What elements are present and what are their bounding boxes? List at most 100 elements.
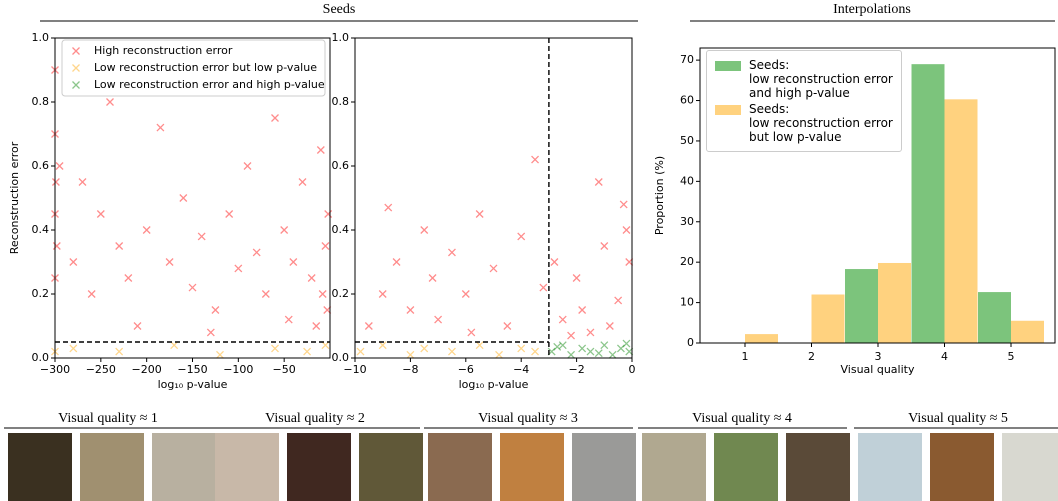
- x-tick-label: −150: [177, 363, 207, 376]
- x-axis-label: log₁₀ p-value: [459, 378, 529, 391]
- thumbnail: [8, 433, 72, 501]
- thumbnail: [786, 433, 850, 501]
- gallery-label: Visual quality ≈ 1: [58, 411, 158, 426]
- point: [475, 341, 484, 350]
- point: [467, 328, 476, 337]
- point: [578, 306, 587, 314]
- point: [284, 315, 293, 324]
- y-axis-label: Reconstruction error: [8, 141, 21, 254]
- point: [531, 155, 540, 164]
- point: [600, 341, 609, 350]
- point: [303, 347, 312, 356]
- y-tick-label: 0.2: [332, 287, 350, 300]
- gallery-label: Visual quality ≈ 3: [478, 411, 578, 426]
- point: [489, 264, 498, 273]
- y-tick-label: 0.8: [332, 95, 350, 108]
- point: [280, 226, 289, 234]
- thumbnail: [1002, 433, 1058, 501]
- legend-marker: [72, 47, 80, 55]
- x-tick-label: −8: [402, 363, 418, 376]
- thumbnail: [930, 433, 994, 501]
- point: [115, 242, 124, 250]
- legend-swatch: [715, 61, 741, 71]
- point: [558, 341, 567, 350]
- point: [170, 341, 179, 350]
- point: [106, 98, 114, 106]
- point: [234, 264, 243, 273]
- point: [78, 178, 87, 186]
- legend-label: Seeds: low reconstruction error and high…: [749, 58, 893, 100]
- point: [252, 248, 261, 257]
- thumbnail: [500, 433, 564, 501]
- legend-entry: Seeds: low reconstruction error and high…: [715, 58, 893, 100]
- point: [558, 315, 567, 324]
- point: [243, 162, 252, 170]
- point: [622, 226, 631, 234]
- point: [384, 203, 393, 212]
- legend-box: [61, 39, 326, 97]
- section-title: Interpolations: [833, 2, 911, 17]
- y-axis-label: Proportion (%): [653, 156, 666, 235]
- thumbnail: [152, 433, 216, 501]
- point: [594, 178, 603, 186]
- point: [392, 258, 401, 266]
- point: [420, 226, 429, 234]
- thumbnail: [858, 433, 922, 501]
- point: [420, 344, 429, 353]
- y-tick-label: 0: [687, 336, 694, 349]
- point: [321, 341, 330, 350]
- point: [517, 344, 526, 353]
- x-tick-label: −250: [86, 363, 116, 376]
- x-tick-label: 3: [875, 350, 882, 363]
- legend-swatch: [715, 105, 741, 115]
- point: [316, 146, 325, 154]
- legend-label: Low reconstruction error but low p-value: [94, 61, 317, 74]
- point: [312, 322, 321, 330]
- thumbnail: [572, 433, 636, 501]
- point: [133, 322, 142, 330]
- point: [614, 296, 623, 305]
- x-tick-label: 0: [629, 363, 636, 376]
- point: [197, 232, 206, 241]
- point: [447, 347, 456, 356]
- point: [261, 290, 270, 298]
- plot-frame: [354, 37, 633, 359]
- point: [616, 344, 625, 353]
- bar: [845, 269, 878, 343]
- y-tick-label: 1.0: [332, 31, 350, 44]
- point: [567, 350, 576, 359]
- bar: [745, 334, 778, 343]
- x-tick-label: −6: [458, 363, 474, 376]
- point: [51, 178, 60, 186]
- bar: [878, 262, 911, 343]
- point: [124, 274, 133, 282]
- point: [211, 306, 220, 314]
- point: [318, 290, 327, 298]
- point: [142, 226, 151, 234]
- point: [539, 283, 548, 292]
- y-tick-label: 30: [680, 215, 694, 228]
- thumbnail: [80, 433, 144, 501]
- point: [298, 178, 307, 186]
- x-axis-label: log₁₀ p-value: [158, 378, 228, 391]
- point: [622, 339, 631, 348]
- point: [503, 322, 512, 330]
- gallery-label: Visual quality ≈ 5: [908, 411, 1008, 426]
- point: [156, 123, 165, 132]
- y-tick-label: 0.4: [32, 223, 50, 236]
- point: [96, 210, 105, 218]
- thumbnail: [428, 433, 492, 501]
- y-tick-label: 0.2: [32, 287, 50, 300]
- legend-marker: [72, 64, 80, 72]
- x-tick-label: −50: [273, 363, 296, 376]
- x-tick-label: −300: [40, 363, 70, 376]
- point: [475, 210, 484, 218]
- x-axis-label: Visual quality: [841, 363, 915, 376]
- point: [619, 200, 628, 209]
- point: [550, 258, 559, 266]
- point: [69, 258, 78, 266]
- point: [586, 347, 595, 356]
- point: [115, 347, 124, 356]
- legend-marker: [72, 81, 80, 89]
